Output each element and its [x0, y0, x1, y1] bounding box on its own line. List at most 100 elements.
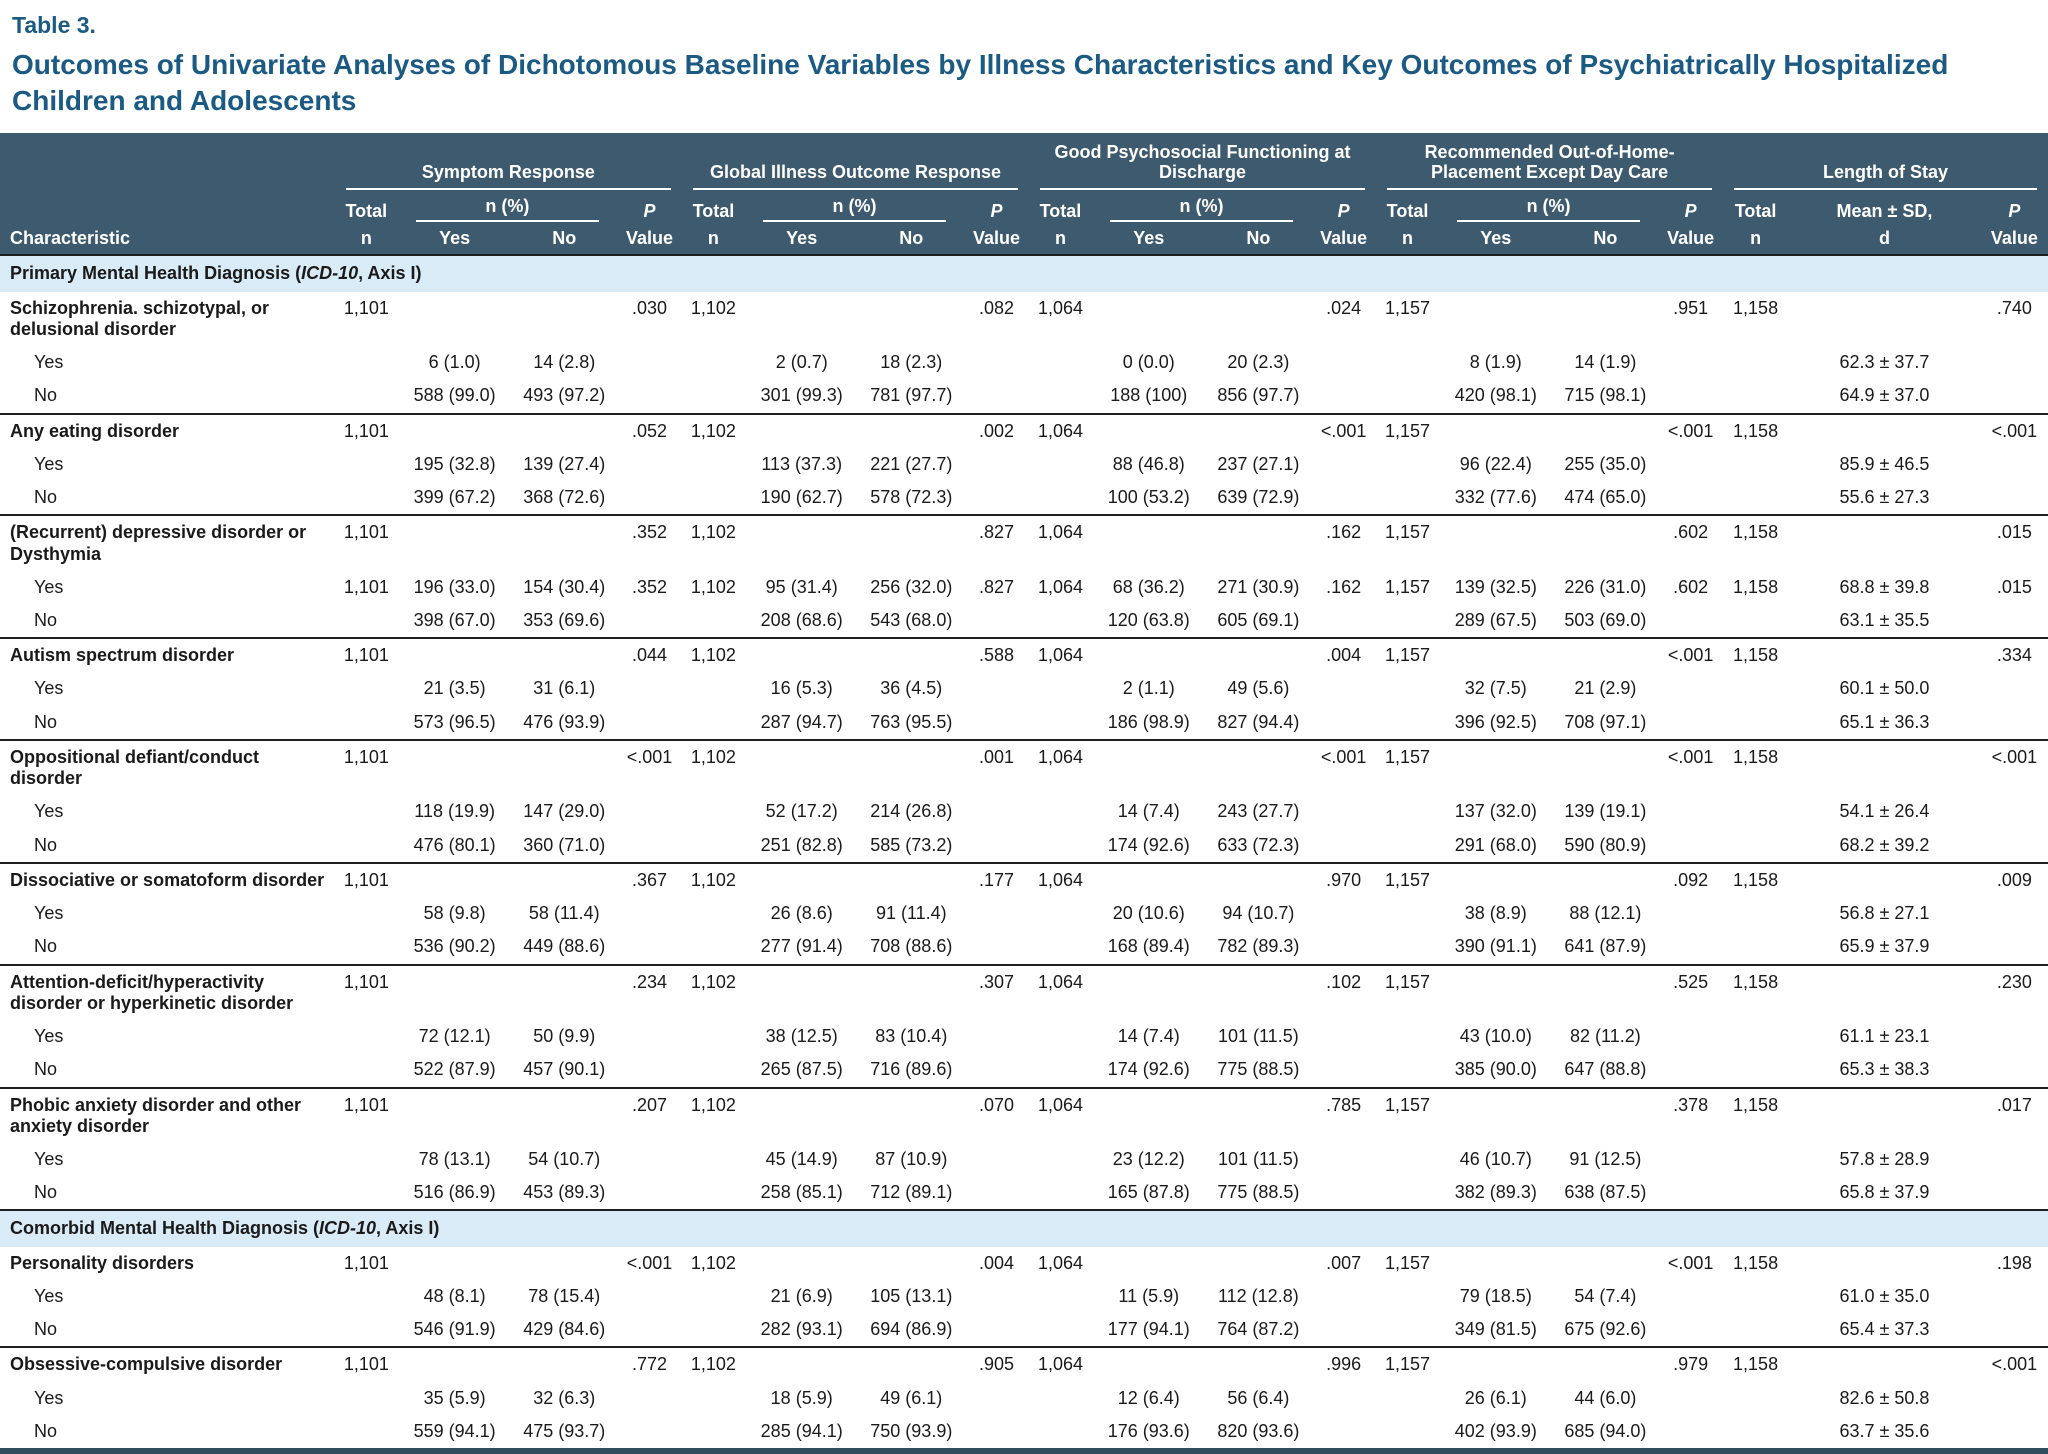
- value-row: No 546 (91.9) 429 (84.6) 282 (93.1) 694 (86.…: [0, 1313, 2048, 1347]
- p-value-cell: .970: [1311, 861, 1377, 898]
- yes-n-cell: 20 (10.6): [1112, 903, 1185, 924]
- yes-n-cell: 385 (90.0): [1454, 1059, 1537, 1080]
- total-n-cell: 1,157: [1376, 637, 1439, 673]
- p-value-cell: .234: [616, 963, 682, 1021]
- col-header-no: No: [858, 224, 965, 256]
- total-n-cell: [335, 379, 398, 413]
- total-n-cell: [1723, 672, 1788, 705]
- p-value-cell: [964, 1143, 1029, 1176]
- no-n-cell: 49 (6.1): [880, 1387, 943, 1408]
- yes-n-cell: [1439, 292, 1553, 346]
- no-n-cell: 18 (2.3): [880, 352, 943, 373]
- no-n-cell: 476 (93.9): [523, 711, 606, 732]
- p-value-cell: [1981, 672, 2048, 705]
- p-value-cell: .092: [1658, 861, 1724, 898]
- yes-n-cell: 402 (93.9): [1454, 1420, 1537, 1441]
- total-n-cell: 1,101: [334, 738, 398, 796]
- p-value-cell: [964, 1313, 1029, 1347]
- p-value-cell: .602: [1658, 514, 1724, 571]
- p-value-cell: [1981, 604, 2048, 638]
- p-value-cell: [617, 1053, 682, 1087]
- value-row: Yes 48 (8.1) 78 (15.4) 21 (6.9) 105 (13.1) 11…: [0, 1280, 2048, 1313]
- yes-n-cell: 18 (5.9): [770, 1387, 833, 1408]
- characteristic-name: Obsessive-compulsive disorder: [0, 1346, 335, 1382]
- characteristic-row: Phobic anxiety disorder and other anxiet…: [0, 1086, 2048, 1143]
- total-n-cell: [1029, 1020, 1092, 1053]
- total-n-cell: 1,101: [334, 637, 398, 673]
- no-n-cell: 503 (69.0): [1564, 609, 1647, 630]
- p-value-cell: [1981, 930, 2048, 964]
- p-value-cell: .015: [1980, 514, 2048, 571]
- yes-n-cell: [1438, 514, 1553, 571]
- no-n-cell: 708 (88.6): [870, 936, 953, 957]
- yes-n-cell: 332 (77.6): [1454, 487, 1537, 508]
- no-n-cell: [1552, 412, 1659, 448]
- value-row: Yes 78 (13.1) 54 (10.7) 45 (14.9) 87 (10.9) 2…: [0, 1143, 2048, 1176]
- total-n-cell: 1,157: [1376, 963, 1439, 1021]
- no-n-cell: 44 (6.0): [1574, 1387, 1637, 1408]
- p-value-cell: [1311, 829, 1376, 863]
- npct-label: n (%): [415, 196, 599, 222]
- characteristic-row: (Recurrent) depressive disorder or Dysth…: [0, 514, 2048, 571]
- no-n-cell: 255 (35.0): [1564, 453, 1647, 474]
- no-n-cell: 633 (72.3): [1217, 834, 1300, 855]
- col-header-n: n: [334, 224, 398, 256]
- no-n-cell: [1552, 861, 1659, 898]
- no-n-cell: 647 (88.8): [1564, 1059, 1647, 1080]
- p-value-cell: [964, 1280, 1029, 1313]
- total-n-cell: 1,158: [1723, 1346, 1789, 1382]
- level-label: Yes: [34, 678, 64, 699]
- yes-n-cell: 522 (87.9): [413, 1059, 496, 1080]
- no-n-cell: 256 (32.0): [870, 576, 953, 597]
- p-value-cell: [964, 604, 1029, 638]
- no-n-cell: 49 (5.6): [1227, 678, 1290, 699]
- col-header-yes: Yes: [1091, 224, 1206, 256]
- p-value-cell: [1981, 795, 2048, 828]
- yes-n-cell: 88 (46.8): [1112, 453, 1185, 474]
- p-value-cell: [964, 1382, 1029, 1415]
- total-n-cell: 1,157: [1384, 1252, 1431, 1273]
- p-value-cell: [1981, 379, 2048, 413]
- p-value-cell: .525: [1658, 963, 1724, 1021]
- mean-sd-cell: 54.1 ± 26.4: [1839, 801, 1930, 822]
- p-value-cell: [1981, 481, 2048, 515]
- mean-sd-cell: 57.8 ± 28.9: [1839, 1148, 1930, 1169]
- total-n-cell: [335, 795, 398, 828]
- no-n-cell: 781 (97.7): [870, 385, 953, 406]
- p-value-cell: [617, 829, 682, 863]
- p-value-cell: [1658, 481, 1723, 515]
- total-n-cell: [1376, 1280, 1439, 1313]
- p-value-cell: [1981, 1143, 2048, 1176]
- p-value-cell: [1981, 897, 2048, 930]
- col-header-total: Total: [334, 193, 398, 225]
- total-n-cell: 1,101: [334, 1346, 398, 1382]
- p-value-cell: [964, 897, 1029, 930]
- total-n-cell: [1029, 379, 1092, 413]
- yes-n-cell: 287 (94.7): [760, 711, 843, 732]
- value-row: Yes 58 (9.8) 58 (11.4) 26 (8.6) 91 (11.4) 20 …: [0, 897, 2048, 930]
- p-value-cell: [964, 706, 1029, 740]
- group-header-label: Global Illness Outcome Response: [692, 162, 1019, 191]
- total-n-cell: [1723, 604, 1788, 638]
- yes-n-cell: 68 (36.2): [1112, 576, 1185, 597]
- level-label: No: [34, 487, 58, 508]
- total-n-cell: [1029, 448, 1092, 481]
- total-n-cell: [1723, 1143, 1788, 1176]
- yes-n-cell: [1438, 637, 1553, 673]
- p-value-cell: .177: [964, 861, 1030, 898]
- section-title-text: Comorbid Mental Health Diagnosis (: [10, 1218, 320, 1239]
- total-n-cell: 1,064: [1029, 1346, 1092, 1382]
- p-value-cell: [617, 1020, 682, 1053]
- yes-n-cell: 174 (92.6): [1107, 1059, 1190, 1080]
- level-label: Yes: [34, 352, 64, 373]
- total-n-cell: 1,064: [1029, 738, 1092, 796]
- p-value-cell: .367: [616, 861, 682, 898]
- no-n-cell: 20 (2.3): [1227, 352, 1290, 373]
- no-n-cell: 763 (95.5): [870, 711, 953, 732]
- yes-n-cell: 0 (0.0): [1122, 352, 1175, 373]
- yes-n-cell: 26 (6.1): [1464, 1387, 1527, 1408]
- yes-n-cell: 289 (67.5): [1454, 609, 1537, 630]
- mean-sd-cell: 62.3 ± 37.7: [1839, 352, 1930, 373]
- total-n-cell: [1029, 346, 1092, 379]
- no-n-cell: 856 (97.7): [1217, 385, 1300, 406]
